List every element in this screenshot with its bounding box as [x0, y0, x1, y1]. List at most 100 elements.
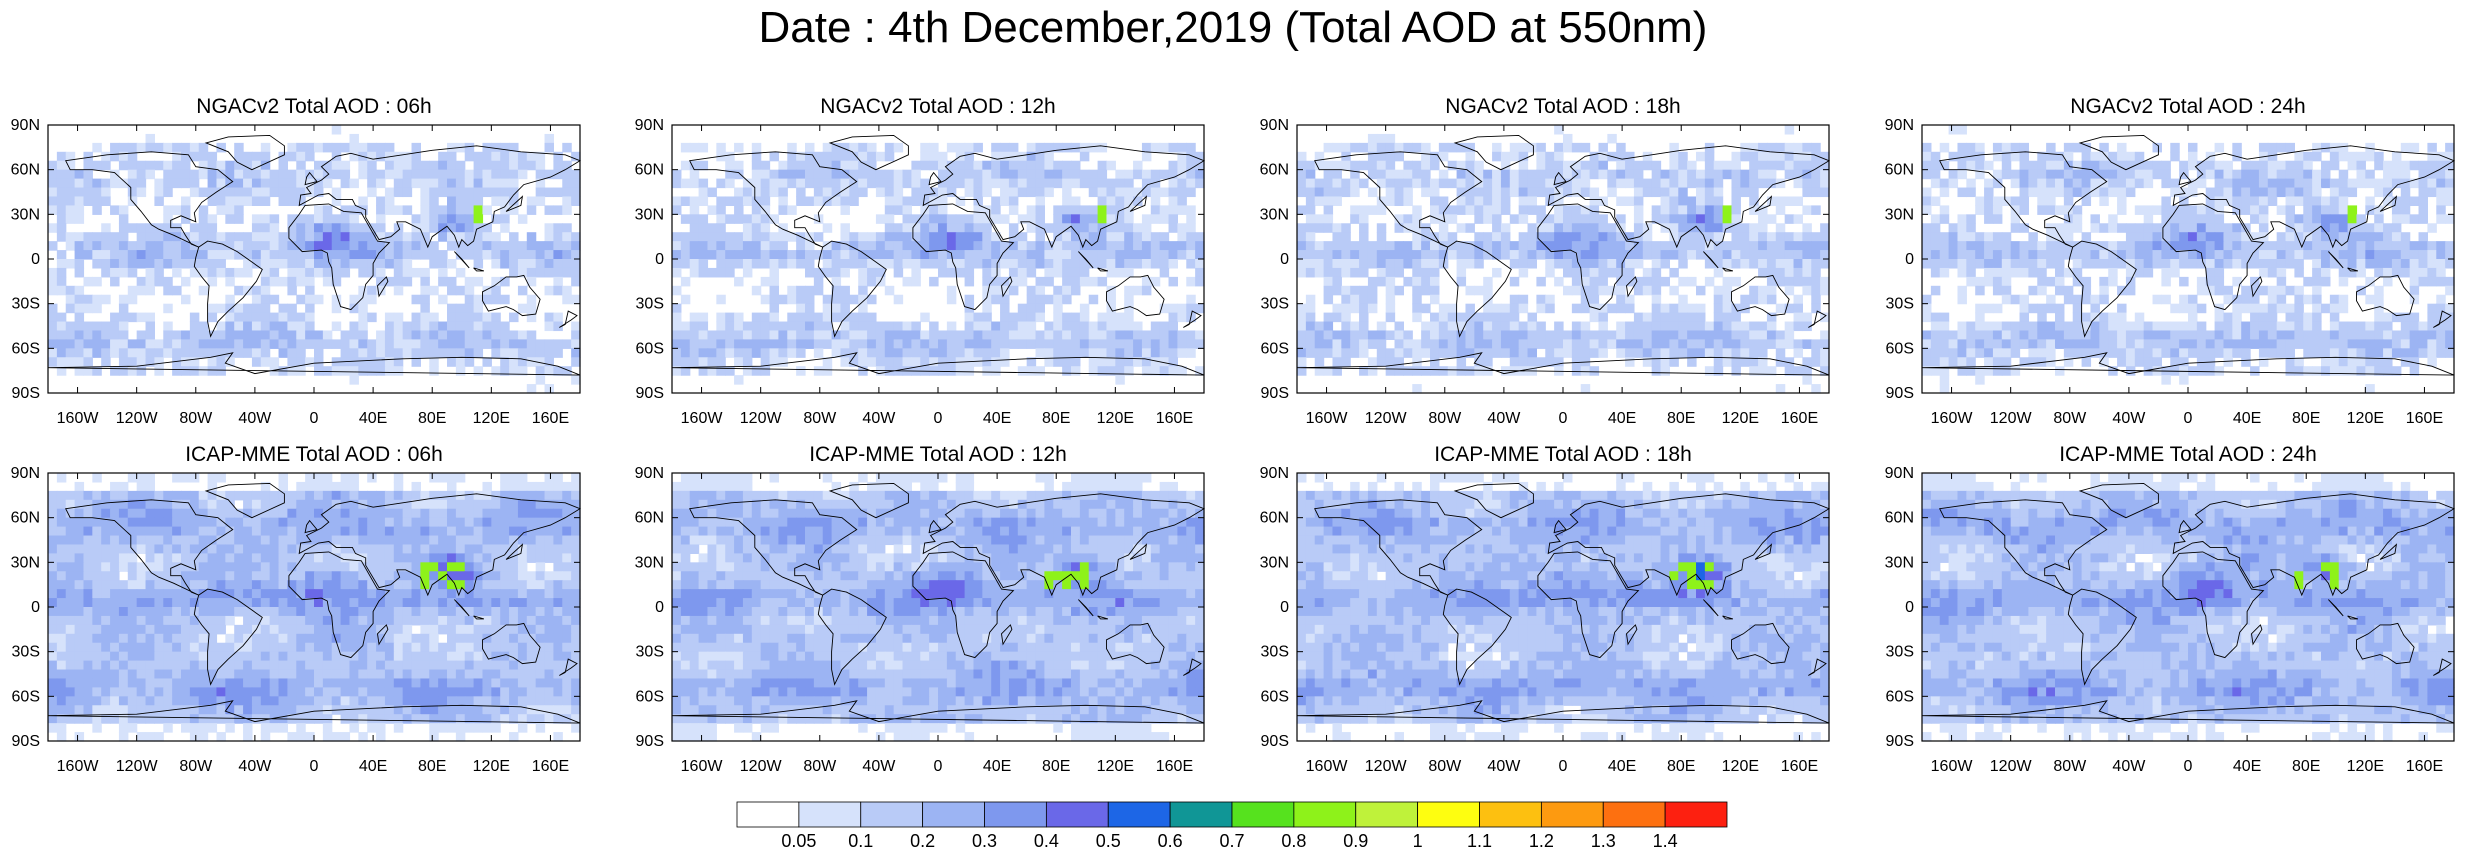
aod-cell [216, 241, 225, 251]
aod-cell [518, 286, 527, 296]
aod-cell [1590, 232, 1599, 242]
aod-cell [1098, 143, 1107, 153]
aod-cell [1820, 348, 1829, 358]
aod-cell [2206, 250, 2215, 260]
aod-cell [163, 277, 172, 287]
aod-cell [1124, 322, 1133, 332]
aod-cell [2348, 330, 2357, 340]
aod-cell [1350, 259, 1359, 269]
aod-cell [83, 330, 92, 340]
aod-cell [1598, 196, 1607, 206]
aod-cell [1669, 286, 1678, 296]
aod-cell [474, 304, 483, 314]
aod-cell [840, 322, 849, 332]
aod-cell [1324, 241, 1333, 251]
aod-cell [1510, 277, 1519, 287]
aod-cell [1324, 161, 1333, 171]
lat-tick-label: 60S [1886, 340, 1914, 357]
aod-cell [500, 348, 509, 358]
aod-cell [465, 339, 474, 349]
aod-cell [438, 268, 447, 278]
aod-cell [1115, 322, 1124, 332]
aod-cell [1922, 205, 1931, 215]
aod-cell [823, 322, 832, 332]
aod-cell [1036, 250, 1045, 260]
aod-cell [2348, 214, 2357, 224]
aod-cell [562, 179, 571, 189]
aod-cell [973, 339, 982, 349]
aod-cell [305, 482, 314, 492]
aod-cell [2277, 161, 2286, 171]
aod-cell [553, 152, 562, 162]
aod-cell [2082, 232, 2091, 242]
aod-cell [154, 357, 163, 367]
aod-cell [1501, 241, 1510, 251]
aod-cell [1501, 250, 1510, 260]
aod-cell [199, 250, 208, 260]
aod-cell [1071, 179, 1080, 189]
lon-tick-label: 40E [983, 410, 1011, 427]
aod-cell [1678, 322, 1687, 332]
aod-cell [110, 348, 119, 358]
aod-cell [2268, 268, 2277, 278]
aod-cell [1377, 348, 1386, 358]
aod-cell [2161, 196, 2170, 206]
aod-cell [1975, 232, 1984, 242]
aod-cell [849, 161, 858, 171]
aod-cell [2330, 196, 2339, 206]
aod-cell [2037, 188, 2046, 198]
aod-cell [545, 188, 554, 198]
aod-cell [518, 330, 527, 340]
aod-cell [527, 384, 536, 394]
aod-cell [2135, 232, 2144, 242]
aod-cell [2037, 196, 2046, 206]
aod-cell [672, 339, 681, 349]
aod-cell [1984, 322, 1993, 332]
aod-cell [1931, 196, 1940, 206]
aod-cell [1341, 143, 1350, 153]
aod-cell [261, 179, 270, 189]
aod-cell [672, 259, 681, 269]
aod-cell [1572, 304, 1581, 314]
aod-cell [956, 143, 965, 153]
aod-cell [1359, 366, 1368, 376]
aod-cell [1027, 339, 1036, 349]
aod-cell [2223, 223, 2232, 233]
aod-cell [894, 205, 903, 215]
aod-cell [2002, 357, 2011, 367]
aod-cell [1403, 143, 1412, 153]
aod-cell [1590, 295, 1599, 305]
aod-cell [172, 241, 181, 251]
aod-cell [500, 152, 509, 162]
aod-cell [349, 375, 358, 385]
aod-cell [2383, 330, 2392, 340]
lon-tick-label: 40E [2233, 410, 2261, 427]
lat-tick-label: 60S [636, 340, 664, 357]
aod-cell [199, 143, 208, 153]
aod-cell [562, 268, 571, 278]
aod-cell [367, 188, 376, 198]
aod-cell [1169, 304, 1178, 314]
aod-cell [1297, 322, 1306, 332]
aod-cell [323, 214, 332, 224]
aod-cell [536, 482, 545, 492]
aod-cell [1740, 188, 1749, 198]
aod-cell [903, 205, 912, 215]
aod-cell [1616, 250, 1625, 260]
aod-cell [716, 348, 725, 358]
aod-cell [920, 241, 929, 251]
aod-cell [1115, 188, 1124, 198]
aod-cell [447, 330, 456, 340]
aod-cell [699, 250, 708, 260]
aod-cell [234, 348, 243, 358]
aod-cell [1661, 366, 1670, 376]
aod-cell [770, 339, 779, 349]
aod-cell [1098, 196, 1107, 206]
aod-cell [261, 357, 270, 367]
aod-cell [243, 250, 252, 260]
aod-cell [367, 473, 376, 483]
aod-cell [1528, 250, 1537, 260]
aod-cell [1957, 268, 1966, 278]
aod-cell [2401, 214, 2410, 224]
aod-cell [332, 250, 341, 260]
